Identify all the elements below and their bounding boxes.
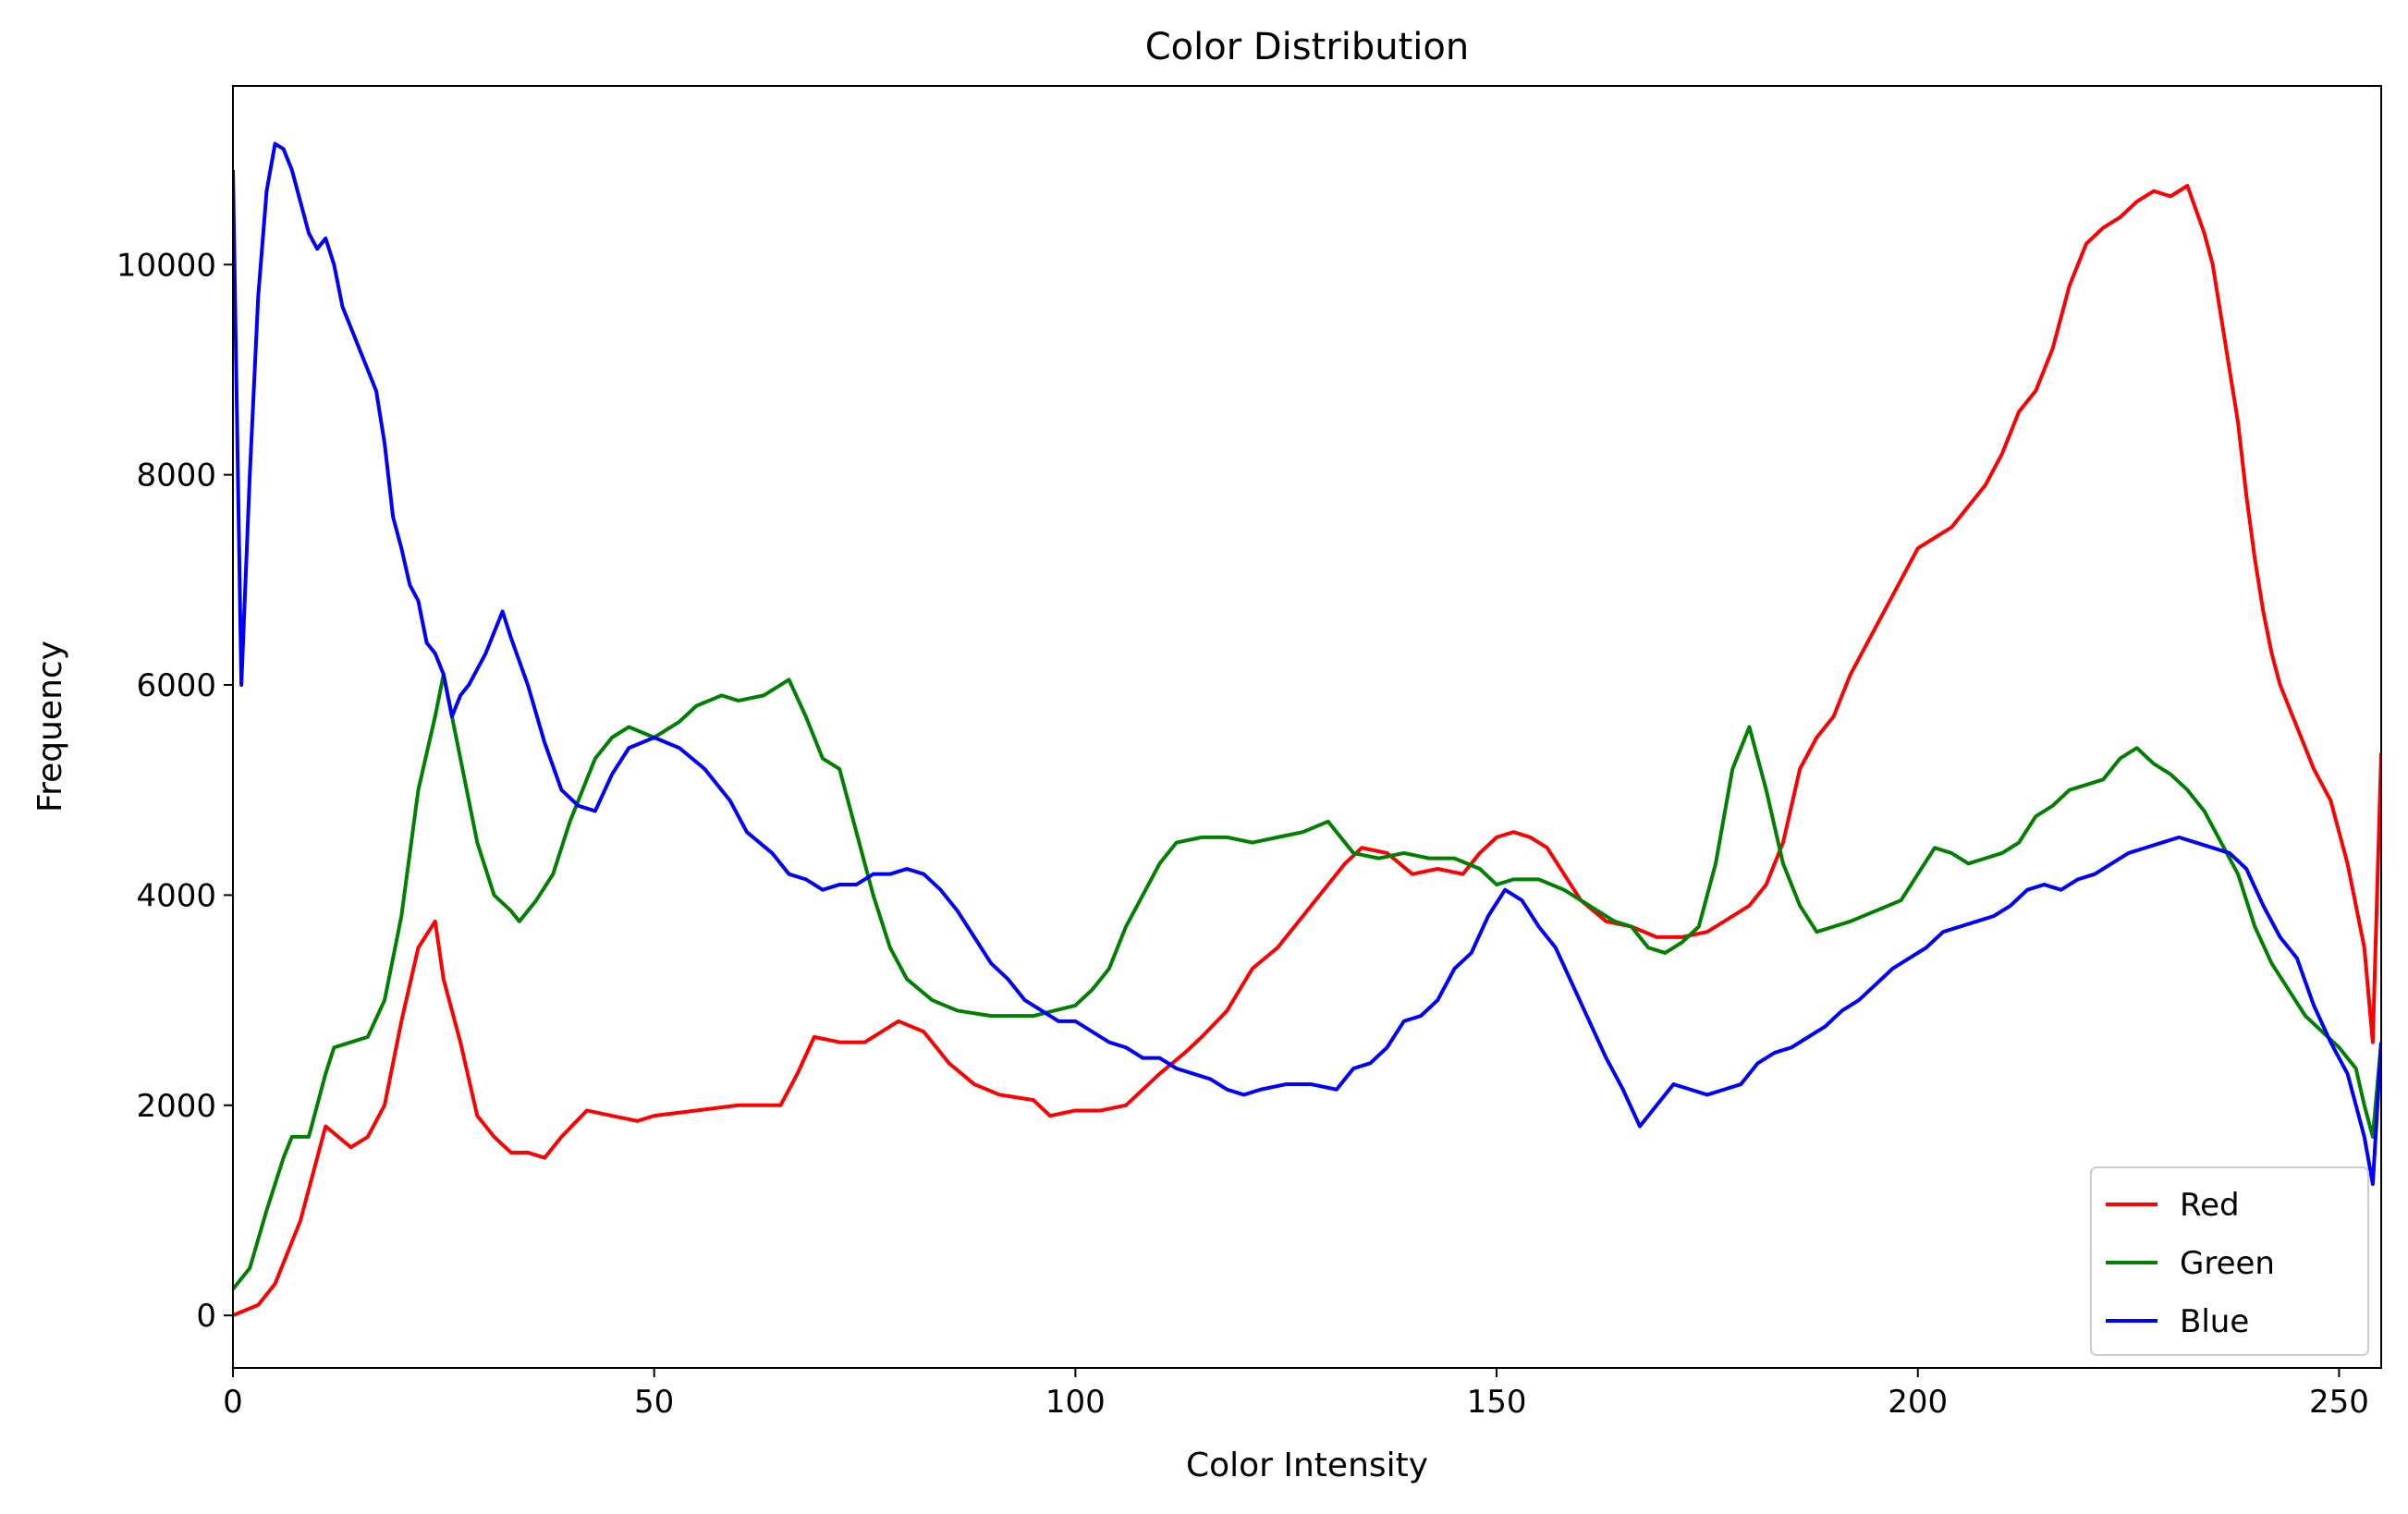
plot-area xyxy=(232,85,2382,1369)
legend-entry-green: Green xyxy=(2106,1245,2275,1282)
y-tick-label: 2000 xyxy=(136,1088,216,1125)
series-line-green xyxy=(233,672,2381,1290)
legend: Red Green Blue xyxy=(2090,1166,2369,1356)
x-tick-label: 250 xyxy=(2309,1384,2369,1421)
legend-entry-blue: Blue xyxy=(2106,1303,2249,1340)
x-tick-label: 100 xyxy=(1045,1384,1106,1421)
y-tick-label: 0 xyxy=(196,1298,216,1335)
legend-entry-red: Red xyxy=(2106,1187,2240,1224)
y-axis-label: Frequency xyxy=(31,641,69,812)
legend-label: Blue xyxy=(2180,1303,2249,1340)
y-tick-label: 8000 xyxy=(136,458,216,494)
x-axis: 0 50 100 150 200 250 xyxy=(223,1368,2369,1421)
plot-frame xyxy=(232,85,2382,1369)
series-line-blue xyxy=(233,141,2381,1187)
x-tick-label: 0 xyxy=(223,1384,243,1421)
series-layer xyxy=(233,141,2381,1318)
x-tick-label: 50 xyxy=(634,1384,674,1421)
y-tick-label: 4000 xyxy=(136,877,216,914)
x-tick-label: 150 xyxy=(1467,1384,1527,1421)
y-axis: 0 2000 4000 6000 8000 10000 xyxy=(116,247,233,1335)
x-tick-label: 200 xyxy=(1888,1384,1948,1421)
x-axis-label: Color Intensity xyxy=(1186,1447,1428,1484)
legend-label: Green xyxy=(2180,1245,2275,1282)
legend-label: Red xyxy=(2180,1187,2240,1224)
chart-title: Color Distribution xyxy=(1145,26,1470,68)
y-tick-label: 10000 xyxy=(116,247,216,284)
legend-box xyxy=(2090,1166,2369,1356)
series-line-red xyxy=(233,184,2381,1318)
y-tick-label: 6000 xyxy=(136,667,216,704)
